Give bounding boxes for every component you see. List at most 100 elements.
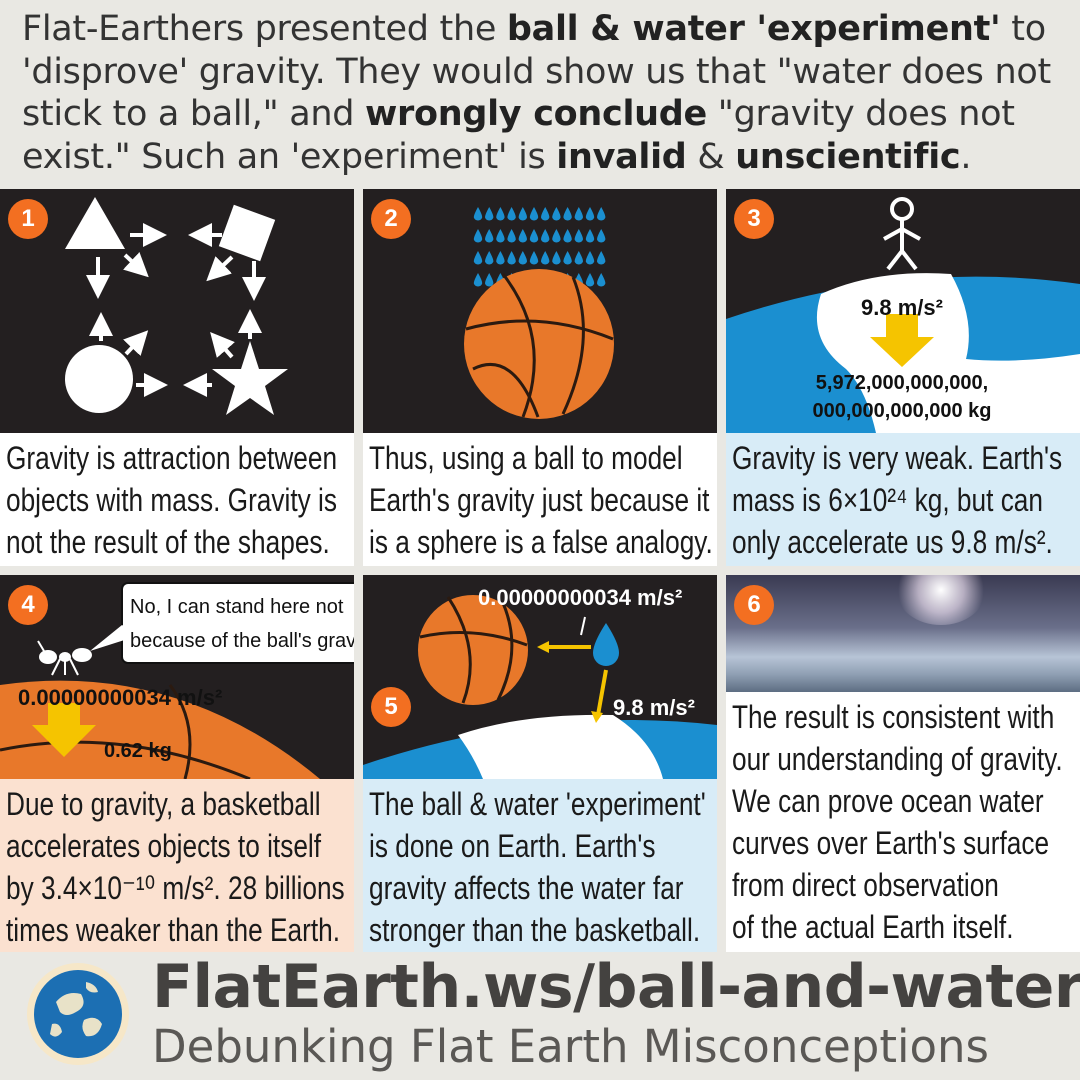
- caption-line: Due to gravity, a basketball: [6, 786, 321, 822]
- water-drop: [574, 251, 583, 265]
- person-figure: [883, 197, 921, 271]
- water-drop: [585, 229, 595, 243]
- water-drop: [552, 207, 561, 221]
- water-drop: [552, 229, 561, 243]
- caption-line: We can prove ocean water: [732, 783, 1044, 819]
- water-drop: [507, 229, 516, 243]
- caption-line: only accelerate us 9.8 m/s².: [732, 524, 1053, 560]
- water-drop: [485, 273, 494, 287]
- header-emphasis: unscientific: [735, 136, 961, 177]
- ball-and-rain-illustration: [464, 207, 614, 419]
- star-shape: [212, 341, 288, 415]
- header-text-run: Flat-Earthers presented the: [22, 9, 507, 49]
- sun-glare: [896, 575, 986, 625]
- accel-label: 0.00000000034 m/s²: [18, 685, 222, 710]
- water-drop: [485, 207, 494, 221]
- header-emphasis: wrongly conclude: [365, 94, 707, 134]
- caption-line: is a sphere is a false analogy.: [369, 524, 713, 560]
- caption-line: curves over Earth's surface: [732, 825, 1050, 861]
- caption-line: from direct observation: [732, 867, 999, 903]
- water-drop: [597, 229, 606, 243]
- square-shape: [218, 204, 276, 262]
- header-emphasis: ball & water 'experiment': [506, 9, 1001, 49]
- accel-label: 9.8 m/s²: [861, 295, 943, 320]
- panel-6: 6 The result is consistent with our under…: [726, 575, 1080, 952]
- water-drop: [507, 207, 516, 221]
- gravity-arrow: [870, 314, 934, 367]
- panel-3: 9.8 m/s² 5,972,000,000,000, 000,000,000,…: [726, 189, 1080, 566]
- caption-line: stronger than the basketball.: [369, 912, 701, 948]
- earth-accel-label: 9.8 m/s²: [613, 695, 695, 720]
- panel-3-illustration: 9.8 m/s² 5,972,000,000,000, 000,000,000,…: [726, 189, 1080, 433]
- panel-6-caption: The result is consistent with our underst…: [726, 692, 1080, 952]
- panel-number-badge: 5: [371, 687, 411, 727]
- panel-2-caption: Thus, using a ball to model Earth's gravi…: [363, 433, 717, 566]
- water-drop: [593, 623, 619, 666]
- panel-4-illustration: No, I can stand here not because of the …: [0, 575, 354, 779]
- water-drop: [563, 207, 572, 221]
- caption-line: gravity affects the water far: [369, 870, 684, 906]
- ball-accel-label: 0.00000000034 m/s²: [478, 585, 682, 610]
- water-drop: [541, 229, 550, 243]
- panel-number-badge: 1: [8, 199, 48, 239]
- shapes-illustration: [65, 197, 288, 415]
- header-text-run: "gravity does not exist." Such an 'exper…: [22, 94, 1015, 177]
- basketball: [418, 595, 528, 705]
- water-drop: [496, 251, 505, 265]
- caption-line: by 3.4×10⁻¹⁰ m/s². 28 billions: [6, 870, 345, 906]
- mass-label-line1: 5,972,000,000,000,: [816, 372, 988, 394]
- water-drop: [563, 251, 572, 265]
- water-drop: [485, 229, 494, 243]
- water-drop: [541, 251, 550, 265]
- panel-4-caption: Due to gravity, a basketball accelerates …: [0, 779, 354, 952]
- caption-line: Earth's gravity just because it: [369, 482, 710, 518]
- water-drop: [529, 229, 539, 243]
- ant-figure: [37, 640, 92, 676]
- header-text-run: .: [960, 136, 972, 177]
- water-drop: [597, 251, 606, 265]
- panel-number-badge: 4: [8, 585, 48, 625]
- panel-number-badge: 2: [371, 199, 411, 239]
- water-drop: [473, 229, 483, 243]
- ball-water-earth-illustration: 0.00000000034 m/s² 9.8 m/s²: [363, 585, 717, 779]
- earth-and-person-illustration: 9.8 m/s² 5,972,000,000,000, 000,000,000,…: [726, 197, 1080, 433]
- speech-bubble: [121, 582, 354, 664]
- header-text-run: &: [686, 136, 736, 177]
- footer-title[interactable]: FlatEarth.ws/ball-and-water: [152, 952, 1080, 1022]
- water-drop: [529, 251, 539, 265]
- panel-1: 1 Gravity is attraction between objects w…: [0, 189, 354, 566]
- caption-line: Gravity is attraction between: [6, 440, 338, 476]
- panel-1-illustration: 1: [0, 189, 354, 433]
- footer-subtitle: Debunking Flat Earth Misconceptions: [152, 1020, 989, 1073]
- water-drop: [529, 207, 539, 221]
- water-drop: [597, 207, 606, 221]
- caption-line: mass is 6×10²⁴ kg, but can: [732, 482, 1043, 518]
- caption-line: not the result of the shapes.: [6, 524, 330, 560]
- caption-line: The ball & water 'experiment': [369, 786, 706, 822]
- water-drop: [473, 207, 483, 221]
- water-drop: [563, 229, 572, 243]
- water-drop: [597, 273, 606, 287]
- caption-line: our understanding of gravity.: [732, 741, 1063, 777]
- panel-3-caption: Gravity is very weak. Earth's mass is 6×1…: [726, 433, 1080, 566]
- triangle-shape: [65, 197, 125, 249]
- mass-label: 0.62 kg: [104, 740, 172, 762]
- water-drop: [518, 251, 527, 265]
- header-emphasis: invalid: [556, 136, 687, 177]
- header-text-run: to 'disprove' gravity. They would show u…: [22, 9, 1051, 134]
- water-drop: [541, 207, 550, 221]
- panel-5-caption: The ball & water 'experiment' is done on …: [363, 779, 717, 952]
- earth-photo: 6: [726, 575, 1080, 692]
- ant-on-ball-illustration: No, I can stand here not because of the …: [0, 582, 354, 779]
- panel-number-badge: 3: [734, 199, 774, 239]
- speech-line-2: because of the ball's gravity.: [130, 630, 354, 652]
- water-drop: [496, 229, 505, 243]
- caption-line: Gravity is very weak. Earth's: [732, 440, 1063, 476]
- caption-line: is done on Earth. Earth's: [369, 828, 656, 864]
- caption-line: accelerates objects to itself: [6, 828, 322, 864]
- panel-5: 0.00000000034 m/s² 9.8 m/s² 5 The ball &…: [363, 575, 717, 952]
- water-drop: [473, 273, 483, 287]
- panel-2: 2 Thus, using a ball to model Earth's gra…: [363, 189, 717, 566]
- caption-line: times weaker than the Earth.: [6, 912, 340, 948]
- panel-1-caption: Gravity is attraction between objects wit…: [0, 433, 354, 566]
